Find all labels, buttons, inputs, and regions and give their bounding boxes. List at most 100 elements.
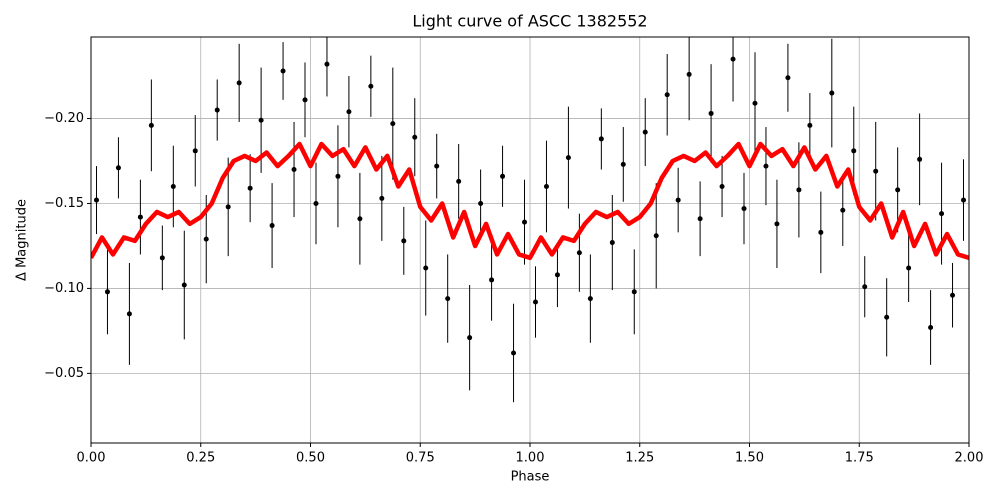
data-point (236, 80, 242, 86)
data-point (170, 183, 176, 189)
data-point (829, 90, 835, 96)
plot-area (91, 37, 969, 403)
data-point (335, 173, 341, 179)
data-point (379, 195, 385, 201)
data-point (697, 216, 703, 222)
data-point (423, 265, 429, 271)
data-point (807, 122, 813, 128)
data-point (258, 117, 264, 123)
data-point (653, 233, 659, 239)
y-tick-label: −0.10 (44, 281, 84, 296)
data-point (961, 197, 967, 203)
y-tick-label: −0.05 (44, 366, 84, 381)
data-point (225, 204, 231, 210)
data-point (763, 163, 769, 169)
data-point (785, 75, 791, 81)
data-point (137, 214, 143, 220)
y-tick-label: −0.20 (44, 111, 84, 126)
data-point (851, 148, 857, 154)
data-point (708, 110, 714, 116)
y-axis-label: Δ Magnitude (15, 199, 30, 281)
data-point (862, 284, 868, 290)
data-point (214, 107, 220, 113)
data-point (247, 185, 253, 191)
data-point (642, 129, 648, 135)
x-tick-label: 2.00 (955, 451, 984, 466)
data-point (368, 83, 374, 89)
data-point (302, 97, 308, 103)
data-point (313, 200, 319, 206)
x-tick-label: 1.00 (516, 451, 545, 466)
data-point (774, 221, 780, 227)
data-point (390, 121, 396, 127)
data-point (500, 173, 506, 179)
data-point (675, 197, 681, 203)
x-tick-label: 0.50 (296, 451, 325, 466)
data-point (192, 148, 198, 154)
data-point (741, 206, 747, 212)
x-tick-label: 1.75 (845, 451, 874, 466)
data-point (456, 178, 462, 184)
data-point (467, 335, 473, 341)
data-point (159, 255, 165, 261)
fit-line (91, 141, 969, 261)
x-tick-label: 1.25 (625, 451, 654, 466)
data-point (401, 238, 407, 244)
data-point (478, 200, 484, 206)
data-point (752, 100, 758, 106)
data-point (565, 155, 571, 161)
data-point (873, 168, 879, 174)
data-point (324, 61, 330, 67)
data-point (203, 236, 209, 242)
data-point (522, 219, 528, 225)
data-point (719, 183, 725, 189)
data-point (796, 187, 802, 193)
data-point (840, 207, 846, 213)
data-point (511, 350, 517, 356)
data-point (686, 71, 692, 77)
data-point (104, 289, 110, 295)
data-point (181, 282, 187, 288)
data-point (93, 197, 99, 203)
x-tick-label: 0.25 (186, 451, 215, 466)
x-axis-label: Phase (511, 470, 550, 485)
x-tick-label: 0.75 (406, 451, 435, 466)
data-point (126, 311, 132, 317)
data-point (598, 136, 604, 142)
x-tick-label: 1.50 (735, 451, 764, 466)
x-tick-label: 0.00 (77, 451, 106, 466)
data-point (884, 314, 890, 320)
data-point (357, 216, 363, 222)
data-point (148, 122, 154, 128)
data-point (412, 134, 418, 140)
data-point (631, 289, 637, 295)
data-point (576, 250, 582, 256)
data-point (445, 296, 451, 302)
data-point (620, 161, 626, 167)
data-point (950, 292, 956, 298)
data-point (489, 277, 495, 283)
data-point (730, 56, 736, 62)
data-point (587, 296, 593, 302)
data-point (939, 211, 945, 217)
y-tick-label: −0.15 (44, 196, 84, 211)
data-point (609, 240, 615, 246)
data-point (434, 163, 440, 169)
data-point (115, 165, 121, 171)
data-point (928, 324, 934, 330)
data-point (917, 156, 923, 162)
data-point (818, 229, 824, 235)
data-point (346, 109, 352, 115)
data-point (554, 272, 560, 278)
data-point (291, 167, 297, 173)
data-point (543, 183, 549, 189)
plot-frame (90, 36, 970, 444)
data-point (269, 223, 275, 229)
data-point (895, 187, 901, 193)
data-point (664, 92, 670, 98)
data-point (906, 265, 912, 271)
data-point (532, 299, 538, 305)
data-point (280, 68, 286, 74)
